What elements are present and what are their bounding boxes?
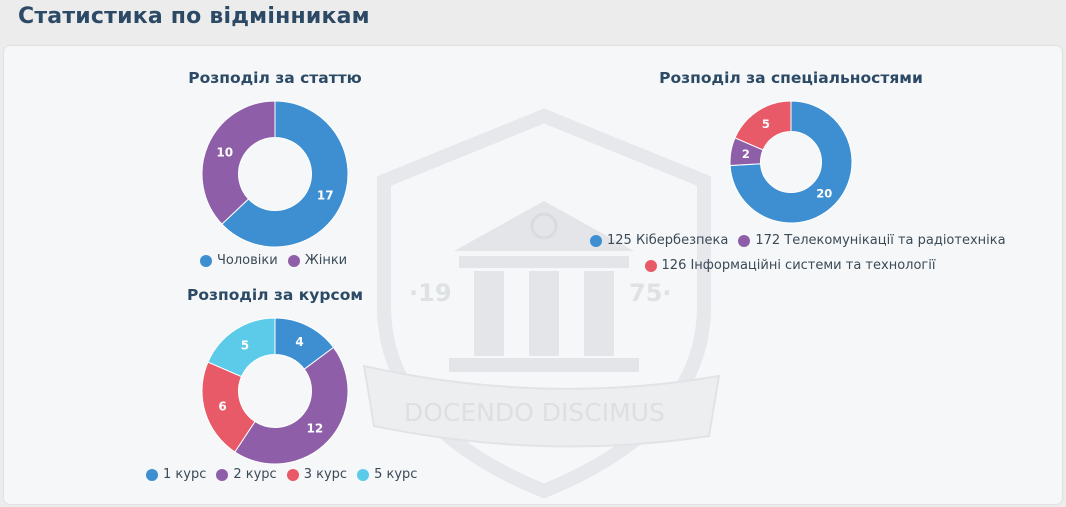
- slice-value-label: 6: [218, 400, 226, 414]
- legend-label: Жінки: [304, 253, 348, 268]
- donut-slice[interactable]: [734, 100, 792, 151]
- legend-label: 1 курс: [163, 467, 207, 482]
- crest-year-right: 75·: [629, 279, 672, 307]
- legend-marker: [287, 254, 300, 267]
- university-crest-watermark: ·19 75· DOCENDO DISCIMUS: [362, 108, 721, 499]
- legend-marker: [216, 468, 229, 481]
- statistics-card: ·19 75· DOCENDO DISCIMUS Розподіл за ста…: [4, 46, 1062, 504]
- legend-label: 5 курс: [374, 467, 418, 482]
- legend-item[interactable]: Жінки: [287, 253, 348, 268]
- chart-title-gender: Розподіл за статтю: [188, 69, 362, 87]
- donut-slice[interactable]: [201, 100, 276, 225]
- slice-value-label: 4: [295, 335, 303, 349]
- donut-slice[interactable]: [207, 317, 276, 378]
- legend-marker: [357, 468, 370, 481]
- legend-marker: [590, 235, 602, 247]
- legend-marker: [286, 468, 299, 481]
- legend-marker: [738, 235, 751, 247]
- chart-title-course: Розподіл за курсом: [186, 286, 364, 304]
- slice-value-label: 5: [762, 117, 770, 131]
- donut-slice[interactable]: [234, 346, 349, 465]
- slice-value-label: 2: [742, 147, 750, 161]
- specialty-legend: 125 Кібербезпека 172 Телекомунікації та р…: [590, 230, 1006, 280]
- legend-marker: [644, 260, 657, 272]
- legend-label: Чоловіки: [217, 253, 278, 268]
- donut-slice[interactable]: [729, 100, 853, 224]
- slice-value-label: 20: [816, 186, 832, 200]
- page-title: Статистика по відмінникам: [18, 4, 370, 29]
- legend-marker: [200, 254, 212, 267]
- chart-title-specialty: Розподіл за спеціальностями: [659, 69, 923, 87]
- legend-item[interactable]: 5 курс: [357, 467, 417, 482]
- slice-value-label: 12: [306, 422, 323, 436]
- slice-value-label: 5: [241, 338, 249, 352]
- gender-legend: Чоловіки Жінки: [200, 253, 357, 271]
- legend-label: 3 курс: [303, 467, 348, 482]
- legend-item[interactable]: 1 курс: [146, 467, 206, 482]
- legend-label: 172 Телекомунікації та радіотехніка: [755, 233, 1006, 248]
- legend-item[interactable]: 126 Інформаційні системи та технології: [644, 255, 936, 277]
- legend-item[interactable]: 125 Кібербезпека: [590, 230, 728, 252]
- course-donut-chart: 4 12 6 5: [201, 317, 349, 465]
- legend-item[interactable]: Чоловіки: [200, 253, 278, 268]
- donut-slice[interactable]: [221, 100, 349, 248]
- legend-label: 126 Інформаційні системи та технології: [661, 258, 936, 273]
- slice-value-label: 10: [216, 145, 233, 159]
- legend-marker: [146, 468, 158, 481]
- legend-label: 125 Кібербезпека: [607, 233, 729, 248]
- legend-label: 2 курс: [233, 467, 277, 482]
- crest-year-left: ·19: [409, 279, 452, 307]
- legend-item[interactable]: 3 курс: [286, 467, 348, 482]
- slice-value-label: 17: [317, 189, 334, 203]
- course-legend: 1 курс 2 курс 3 курс 5 курс: [146, 467, 427, 485]
- legend-item[interactable]: 172 Телекомунікації та радіотехніка: [738, 230, 1006, 252]
- crest-motto: DOCENDO DISCIMUS: [404, 398, 665, 427]
- legend-item[interactable]: 2 курс: [216, 467, 277, 482]
